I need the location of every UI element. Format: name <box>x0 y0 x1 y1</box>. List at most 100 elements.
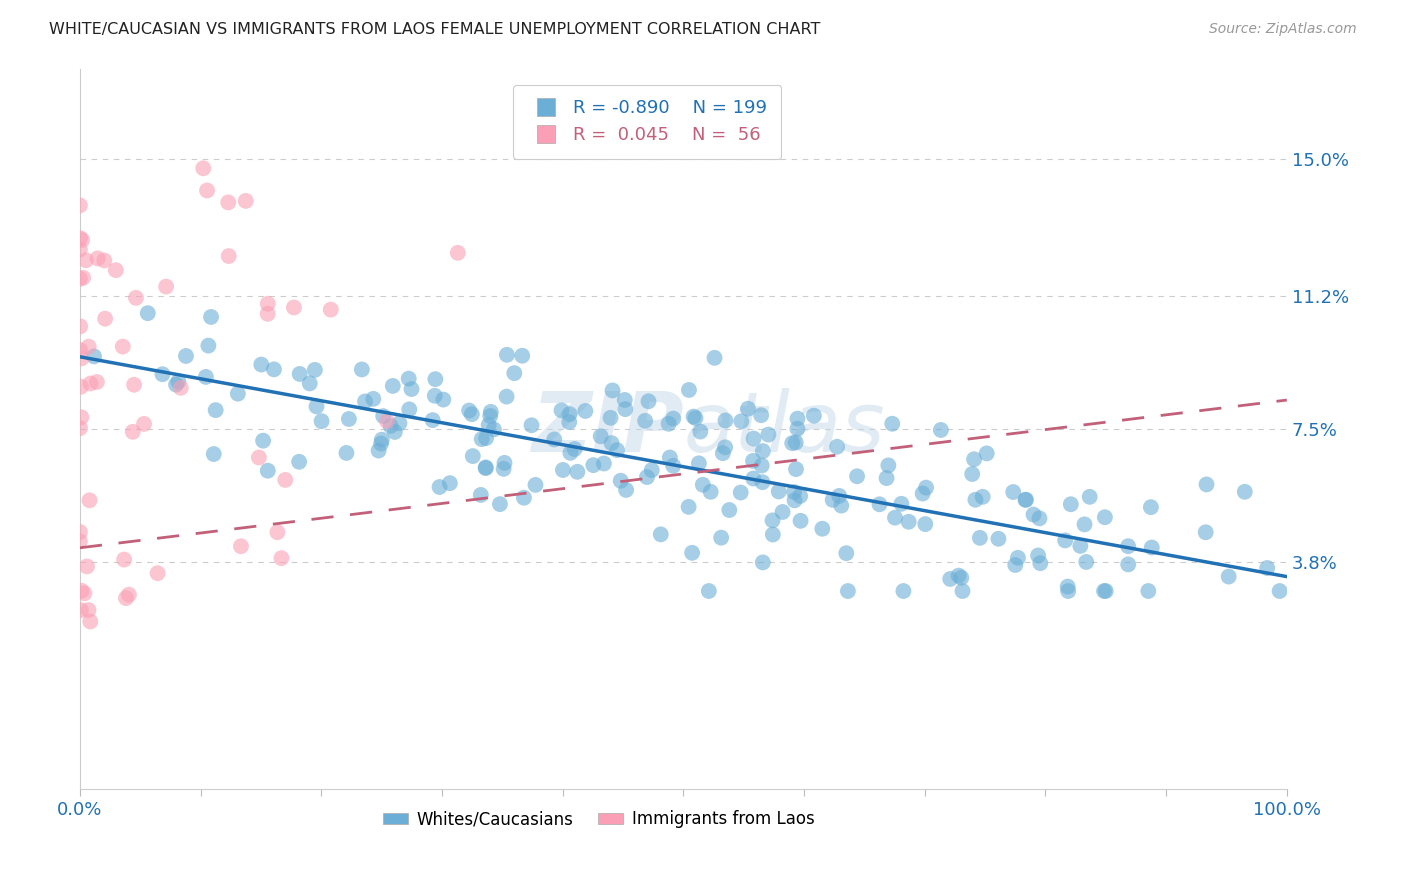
Point <box>882 417 904 431</box>
Point <box>69 421 91 435</box>
Point <box>558 415 581 429</box>
Point <box>551 463 574 477</box>
Point <box>965 492 987 507</box>
Point <box>371 433 394 447</box>
Point <box>122 377 145 392</box>
Point <box>256 296 278 310</box>
Point <box>837 584 859 599</box>
Point <box>742 432 765 446</box>
Point <box>202 447 225 461</box>
Point <box>768 484 790 499</box>
Point <box>830 499 852 513</box>
Point <box>952 584 974 599</box>
Point <box>637 394 659 409</box>
Point <box>689 425 711 439</box>
Point <box>200 310 222 324</box>
Point <box>370 436 392 450</box>
Point <box>70 351 93 366</box>
Point <box>890 497 912 511</box>
Point <box>425 372 447 386</box>
Point <box>1094 510 1116 524</box>
Point <box>136 306 159 320</box>
Point <box>789 514 811 528</box>
Point <box>69 243 91 257</box>
Point <box>1256 561 1278 575</box>
Point <box>461 449 484 463</box>
Point <box>132 417 155 431</box>
Point <box>104 263 127 277</box>
Point <box>914 517 936 532</box>
Point <box>524 478 547 492</box>
Point <box>115 591 138 606</box>
Point <box>915 481 938 495</box>
Point <box>1014 492 1036 507</box>
Point <box>69 271 91 285</box>
Point <box>1078 490 1101 504</box>
Point <box>229 539 252 553</box>
Point <box>609 474 631 488</box>
Point <box>987 532 1010 546</box>
Text: WHITE/CAUCASIAN VS IMMIGRANTS FROM LAOS FEMALE UNEMPLOYMENT CORRELATION CHART: WHITE/CAUCASIAN VS IMMIGRANTS FROM LAOS … <box>49 22 821 37</box>
Point <box>948 568 970 582</box>
Point <box>194 370 217 384</box>
Point <box>458 403 481 417</box>
Point <box>520 418 543 433</box>
Point <box>662 411 685 425</box>
Point <box>217 195 239 210</box>
Point <box>1140 541 1163 555</box>
Point <box>1195 477 1218 491</box>
Point <box>877 458 900 473</box>
Point <box>83 350 105 364</box>
Point <box>1026 549 1049 563</box>
Point <box>226 386 249 401</box>
Point <box>274 473 297 487</box>
Point <box>688 456 710 470</box>
Point <box>69 231 91 245</box>
Point <box>703 351 725 365</box>
Point <box>474 460 496 475</box>
Point <box>489 497 512 511</box>
Point <box>492 462 515 476</box>
Legend: Whites/Caucasians, Immigrants from Laos: Whites/Caucasians, Immigrants from Laos <box>377 804 821 835</box>
Point <box>699 484 721 499</box>
Point <box>783 485 806 500</box>
Point <box>373 409 395 423</box>
Point <box>461 407 484 421</box>
Point <box>614 483 637 497</box>
Point <box>75 253 97 268</box>
Point <box>363 392 385 406</box>
Point <box>1056 580 1078 594</box>
Point <box>252 434 274 448</box>
Point <box>752 444 775 458</box>
Point <box>70 233 93 247</box>
Point <box>600 436 623 450</box>
Point <box>1195 525 1218 540</box>
Point <box>72 270 94 285</box>
Point <box>429 480 451 494</box>
Point <box>335 446 357 460</box>
Point <box>685 411 707 425</box>
Point <box>350 362 373 376</box>
Point <box>1015 492 1038 507</box>
Point <box>574 404 596 418</box>
Point <box>893 584 915 599</box>
Point <box>835 546 858 560</box>
Point <box>513 491 536 505</box>
Point <box>270 551 292 566</box>
Point <box>650 527 672 541</box>
Point <box>86 252 108 266</box>
Point <box>697 584 720 599</box>
Point <box>86 375 108 389</box>
Point <box>283 301 305 315</box>
Point <box>256 464 278 478</box>
Point <box>550 403 572 417</box>
Point <box>478 417 501 432</box>
Point <box>79 493 101 508</box>
Point <box>658 450 681 465</box>
Point <box>1057 584 1080 599</box>
Point <box>146 566 169 581</box>
Point <box>811 522 834 536</box>
Point <box>165 377 187 392</box>
Point <box>730 485 752 500</box>
Point <box>756 427 779 442</box>
